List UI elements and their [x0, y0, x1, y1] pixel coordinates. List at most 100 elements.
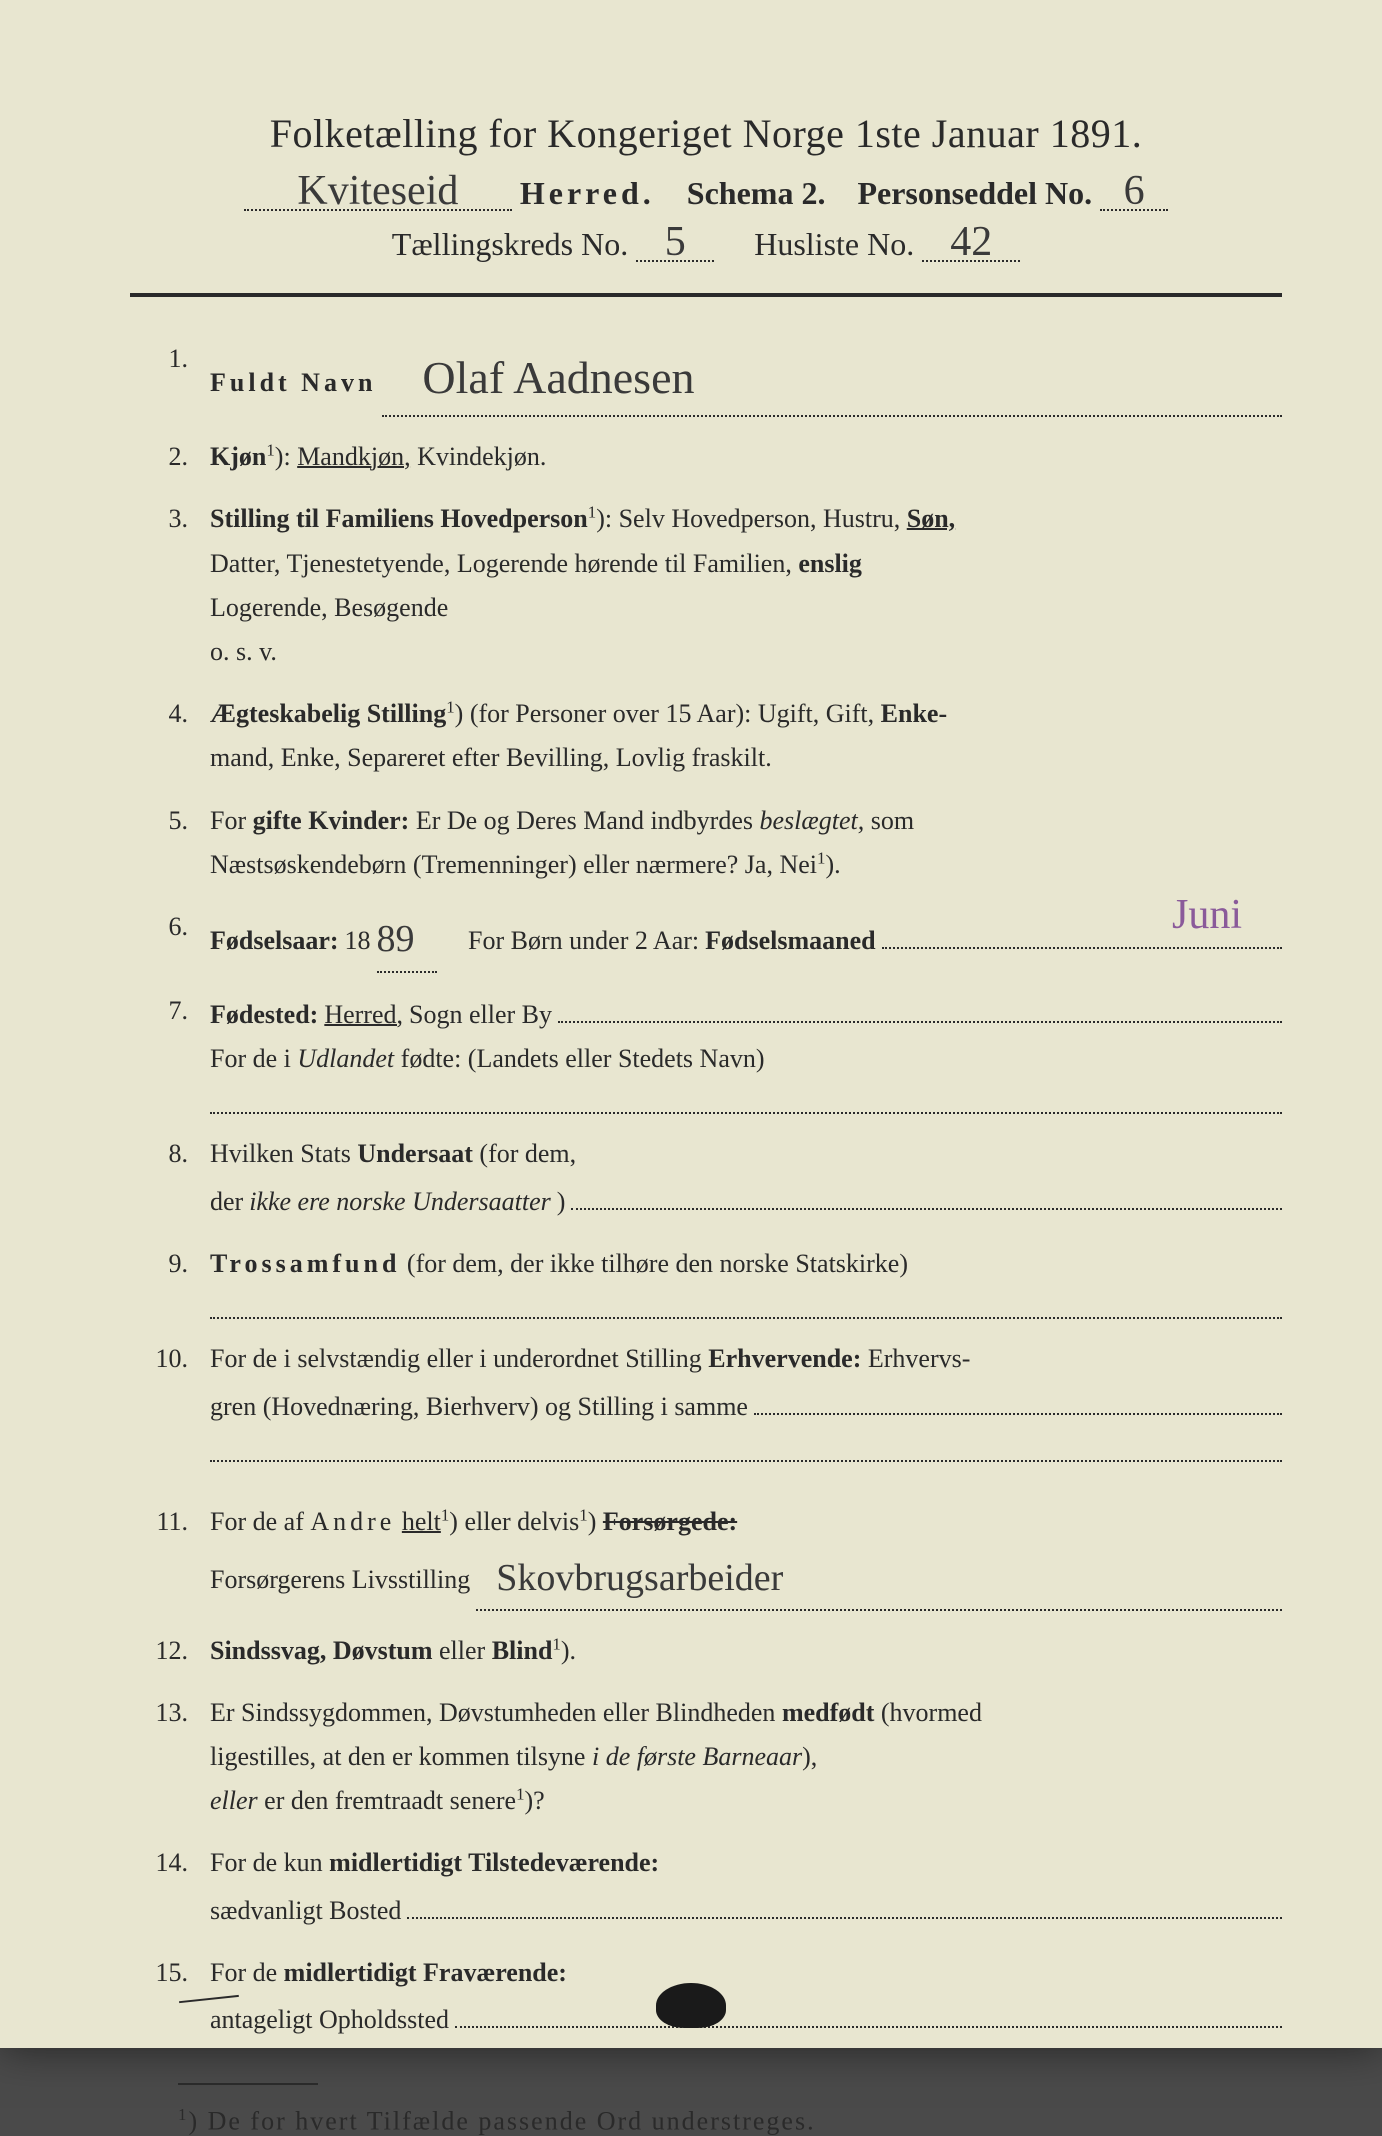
q13-text3: ligestilles, at den er kommen tilsyne — [210, 1742, 585, 1771]
q15-text2: antageligt Opholdssted — [210, 1998, 449, 2042]
q7-text1: Sogn eller By — [409, 993, 552, 1037]
q11-field: Skovbrugsarbeider — [476, 1544, 1282, 1611]
q10-text3: gren (Hovednæring, Bierhverv) og Stillin… — [210, 1385, 748, 1429]
item-body: Stilling til Familiens Hovedperson1): Se… — [210, 497, 1282, 674]
q3-text3: Logerende, Besøgende — [210, 593, 448, 622]
q3-text2: Datter, Tjenestetyende, Logerende hørend… — [210, 549, 792, 578]
q3-text4: o. s. v. — [210, 637, 277, 666]
q2-label: Kjøn — [210, 442, 266, 471]
q13-text5: er den fremtraadt senere — [264, 1786, 516, 1815]
q13-medfodt: medfødt — [782, 1698, 874, 1727]
footnote-text: ) De for hvert Tilfælde passende Ord und… — [188, 2106, 815, 2135]
item-number: 2. — [130, 435, 210, 479]
q11-helt: helt — [402, 1507, 441, 1536]
ink-blot — [656, 1983, 726, 2028]
item-body: Sindssvag, Døvstum eller Blind1). — [210, 1629, 1282, 1673]
q8-text1: Hvilken Stats — [210, 1139, 351, 1168]
census-form-page: Folketælling for Kongeriget Norge 1ste J… — [0, 0, 1382, 2048]
q5-text2: Næstsøskendebørn (Tremenninger) eller næ… — [210, 850, 817, 879]
header-line-2: Tællingskreds No. 5 Husliste No. 42 — [130, 226, 1282, 263]
item-1: 1. Fuldt Navn Olaf Aadnesen — [130, 337, 1282, 417]
q11-sup2: 1 — [579, 1505, 587, 1524]
item-13: 13. Er Sindssygdommen, Døvstumheden elle… — [130, 1691, 1282, 1824]
q9-text1: (for dem, der ikke tilhøre den norske St… — [407, 1249, 908, 1278]
q11-text3: ) — [588, 1507, 597, 1536]
q11-text4: Forsørgerens Livsstilling — [210, 1558, 470, 1602]
q8-field — [571, 1176, 1282, 1209]
q10-erhv: Erhvervende: — [708, 1344, 861, 1373]
q13-end: )? — [525, 1786, 545, 1815]
q2-opt1: Mandkjøn, — [297, 442, 410, 471]
item-number: 11. — [130, 1500, 210, 1611]
q10-field-2 — [210, 1429, 1282, 1462]
item-body: Hvilken Stats Undersaat (for dem, der ik… — [210, 1132, 1282, 1224]
q6-label2: Fødselsmaaned — [705, 919, 875, 963]
item-14: 14. For de kun midlertidigt Tilstedevære… — [130, 1841, 1282, 1933]
q4-text2: mand, Enke, Separeret efter Bevilling, L… — [210, 743, 772, 772]
q7-udlandet: Udlandet — [297, 1044, 394, 1073]
q6-text2: For Børn under 2 Aar: — [468, 919, 699, 963]
q5-som: som — [871, 806, 914, 835]
item-body: Fuldt Navn Olaf Aadnesen — [210, 337, 1282, 417]
item-number: 1. — [130, 337, 210, 417]
kreds-no: 5 — [636, 226, 714, 262]
form-title: Folketælling for Kongeriget Norge 1ste J… — [130, 110, 1282, 157]
item-10: 10. For de i selvstændig eller i underor… — [130, 1337, 1282, 1462]
q14-text2: sædvanligt Bosted — [210, 1889, 401, 1933]
item-6: 6. Fødselsaar: 1889 For Børn under 2 Aar… — [130, 905, 1282, 972]
q8-text2: (for dem, — [479, 1139, 576, 1168]
q13-text1: Er Sindssygdommen, Døvstumheden eller Bl… — [210, 1698, 775, 1727]
q5-gifte: gifte Kvinder: — [253, 806, 410, 835]
q11-hand: Skovbrugsarbeider — [476, 1557, 783, 1599]
item-number: 9. — [130, 1242, 210, 1319]
q8-ikke: ikke ere norske Undersaatter — [249, 1180, 551, 1224]
q6-month-hand: Juni — [1172, 899, 1242, 933]
q7-herred: Herred, — [324, 993, 403, 1037]
q12-end: ). — [561, 1636, 576, 1665]
item-number: 15. — [130, 1951, 210, 2043]
item-number: 7. — [130, 989, 210, 1114]
q6-prefix: 18 — [345, 919, 371, 963]
q9-label: Trossamfund — [210, 1249, 400, 1278]
item-2: 2. Kjøn1): Mandkjøn, Kvindekjøn. — [130, 435, 1282, 479]
item-body: Kjøn1): Mandkjøn, Kvindekjøn. — [210, 435, 1282, 479]
item-body: Er Sindssygdommen, Døvstumheden eller Bl… — [210, 1691, 1282, 1824]
q8-text4: ) — [557, 1180, 566, 1224]
q10-field — [754, 1381, 1282, 1414]
q4-enke: Enke- — [881, 699, 947, 728]
item-number: 14. — [130, 1841, 210, 1933]
personseddel-no: 6 — [1100, 175, 1168, 211]
q7-field — [558, 989, 1282, 1022]
herred-label: Herred. — [520, 175, 655, 212]
q7-field-2 — [210, 1081, 1282, 1114]
q3-colon: ): — [596, 504, 612, 533]
item-body: For de midlertidigt Fraværende: antageli… — [210, 1951, 1282, 2043]
item-9: 9. Trossamfund (for dem, der ikke tilhør… — [130, 1242, 1282, 1319]
q11-text1: For de af — [210, 1507, 304, 1536]
footnote-sup: 1 — [178, 2105, 188, 2124]
q13-sup: 1 — [516, 1785, 524, 1804]
q13-text2: (hvormed — [881, 1698, 982, 1727]
q1-field: Olaf Aadnesen — [382, 337, 1282, 417]
q7-text2: For de i — [210, 1044, 291, 1073]
item-number: 6. — [130, 905, 210, 972]
item-11: 11. For de af Andre helt1) eller delvis1… — [130, 1500, 1282, 1611]
footnote-rule — [178, 2083, 318, 2085]
q15-text1: For de — [210, 1958, 277, 1987]
q4-label: Ægteskabelig Stilling — [210, 699, 446, 728]
item-body: For de af Andre helt1) eller delvis1) Fo… — [210, 1500, 1282, 1611]
item-number: 12. — [130, 1629, 210, 1673]
item-body: For de kun midlertidigt Tilstedeværende:… — [210, 1841, 1282, 1933]
item-body: Ægteskabelig Stilling1) (for Personer ov… — [210, 692, 1282, 780]
item-number: 8. — [130, 1132, 210, 1224]
q6-label: Fødselsaar: — [210, 919, 339, 963]
q15-mid: midlertidigt Fraværende: — [284, 1958, 567, 1987]
personseddel-label: Personseddel No. — [857, 175, 1092, 212]
q3-sup: 1 — [588, 503, 596, 522]
q12-blind: Blind — [492, 1636, 553, 1665]
q3-enslig: enslig — [798, 549, 862, 578]
item-number: 5. — [130, 799, 210, 887]
q11-text2: ) eller delvis — [449, 1507, 579, 1536]
q14-field — [407, 1886, 1282, 1919]
header-line-1: Kviteseid Herred. Schema 2. Personseddel… — [130, 175, 1282, 212]
